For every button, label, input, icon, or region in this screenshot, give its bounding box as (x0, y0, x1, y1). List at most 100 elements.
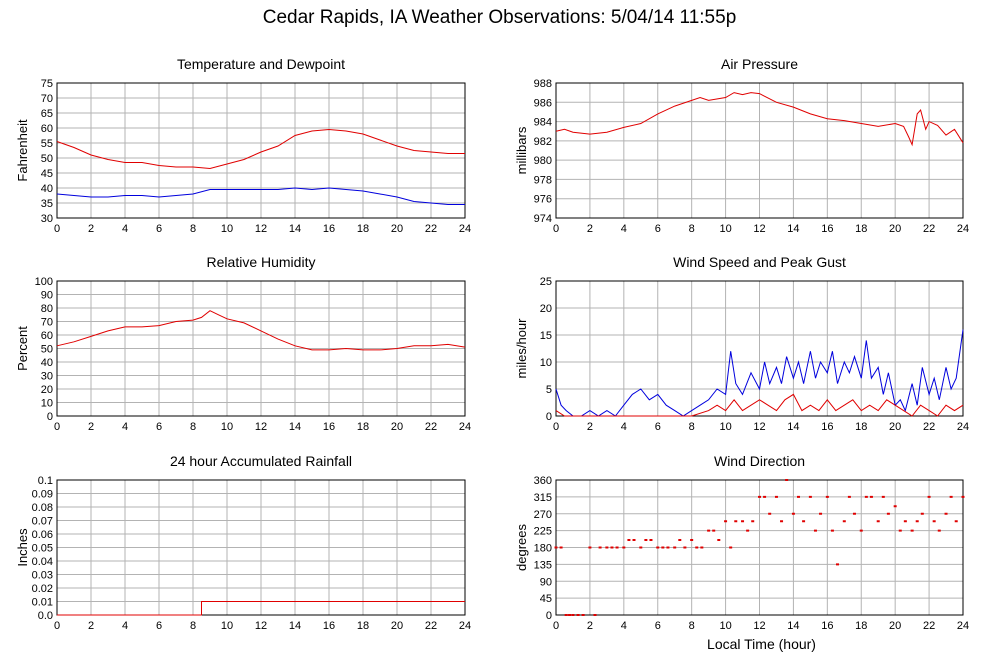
winddir-point (927, 495, 931, 498)
winddir-point (847, 495, 851, 498)
wind-x-tick-label: 24 (957, 421, 969, 433)
wind-x-tick-label: 14 (787, 421, 799, 433)
rh-x-tick-label: 14 (289, 421, 301, 433)
rain-x-tick-label: 16 (323, 620, 335, 632)
winddir-point (666, 546, 670, 549)
winddir-point (695, 546, 699, 549)
temp-x-tick-label: 10 (221, 223, 233, 235)
winddir-y-axis-label: degrees (514, 524, 529, 571)
winddir-point (622, 546, 626, 549)
rain-x-tick-label: 10 (221, 620, 233, 632)
wind-title: Wind Speed and Peak Gust (673, 254, 846, 270)
winddir-point (763, 495, 767, 498)
pressure-x-tick-label: 20 (889, 223, 901, 235)
wind-y-tick-label: 15 (540, 330, 552, 342)
winddir-point (768, 512, 772, 515)
wind-x-tick-label: 2 (587, 421, 593, 433)
pressure-x-tick-label: 14 (787, 223, 799, 235)
winddir-point (639, 546, 643, 549)
winddir-point (615, 546, 619, 549)
temp-x-tick-label: 24 (459, 223, 471, 235)
winddir-point (802, 520, 806, 523)
winddir-point (949, 495, 953, 498)
winddir-point (717, 539, 721, 541)
winddir-chart: 0 2 4 6 8 10 12 14 16 18 20 22 240459013518022527031… (514, 453, 969, 632)
rh-series-red-line (56, 310, 466, 351)
rh-chart: 0 2 4 6 8 10 12 14 16 18 20 22 240102030405060708090… (15, 254, 471, 433)
rh-y-tick-label: 90 (41, 290, 53, 302)
winddir-point (554, 546, 558, 549)
winddir-point (568, 614, 572, 616)
winddir-y-tick-label: 225 (534, 526, 552, 538)
rain-x-tick-label: 24 (459, 620, 471, 632)
winddir-y-tick-label: 135 (534, 559, 552, 571)
winddir-point (724, 520, 728, 523)
wind-series-blue-line (555, 329, 964, 417)
temp-series-blue-line (56, 187, 465, 205)
winddir-point (661, 546, 665, 549)
rh-title: Relative Humidity (207, 254, 316, 270)
winddir-point (954, 520, 958, 523)
rh-frame (56, 280, 466, 417)
winddir-y-tick-label: 270 (534, 509, 552, 521)
rh-y-tick-label: 70 (41, 317, 53, 329)
winddir-x-tick-label: 10 (719, 620, 731, 632)
rain-x-tick-label: 8 (190, 620, 196, 632)
winddir-point (746, 529, 750, 532)
winddir-point (588, 546, 592, 549)
winddir-x-tick-label: 6 (655, 620, 661, 632)
rain-frame (56, 479, 466, 616)
winddir-point (898, 529, 902, 532)
rain-y-tick-label: 0.02 (32, 583, 53, 595)
temp-x-tick-label: 4 (122, 223, 128, 235)
winddir-point (881, 495, 885, 498)
rain-x-tick-label: 12 (255, 620, 267, 632)
wind-x-tick-label: 10 (719, 421, 731, 433)
temp-y-tick-label: 65 (41, 108, 53, 120)
rain-y-tick-label: 0.05 (32, 543, 53, 555)
wind-y-tick-label: 20 (540, 303, 552, 315)
rain-x-tick-label: 6 (156, 620, 162, 632)
pressure-y-tick-label: 980 (534, 155, 552, 167)
temp-title: Temperature and Dewpoint (177, 56, 345, 72)
temp-chart: 0 2 4 6 8 10 12 14 16 18 20 22 243035404550556065707… (15, 56, 471, 235)
rh-y-tick-label: 30 (41, 371, 53, 383)
rh-y-axis-label: Percent (15, 326, 30, 371)
pressure-x-tick-label: 2 (587, 223, 593, 235)
rh-x-tick-label: 12 (255, 421, 267, 433)
pressure-x-tick-label: 0 (553, 223, 559, 235)
temp-y-tick-label: 75 (41, 78, 53, 90)
temp-y-tick-label: 60 (41, 123, 53, 135)
winddir-point (836, 563, 840, 566)
rh-x-tick-label: 2 (88, 421, 94, 433)
temp-y-tick-label: 35 (41, 198, 53, 210)
pressure-series-red-line (555, 92, 964, 147)
winddir-x-tick-label: 18 (855, 620, 867, 632)
winddir-y-tick-label: 0 (546, 610, 552, 622)
temp-frame (56, 82, 466, 219)
rh-y-tick-label: 80 (41, 303, 53, 315)
winddir-y-tick-label: 45 (540, 593, 552, 605)
temp-x-tick-label: 2 (88, 223, 94, 235)
winddir-point (893, 505, 897, 508)
temp-x-tick-label: 18 (357, 223, 369, 235)
rain-y-tick-label: 0.04 (32, 556, 53, 568)
rh-x-tick-label: 24 (459, 421, 471, 433)
wind-x-tick-label: 0 (553, 421, 559, 433)
rain-title: 24 hour Accumulated Rainfall (170, 453, 352, 469)
pressure-x-tick-label: 22 (923, 223, 935, 235)
winddir-point (910, 529, 914, 532)
rh-y-tick-label: 100 (35, 276, 53, 288)
rh-x-tick-label: 22 (425, 421, 437, 433)
pressure-x-tick-label: 6 (655, 223, 661, 235)
rain-x-tick-label: 4 (122, 620, 128, 632)
page-title: Cedar Rapids, IA Weather Observations: 5… (262, 7, 737, 28)
winddir-point (571, 614, 575, 616)
winddir-point (632, 539, 636, 541)
rh-y-tick-label: 40 (41, 357, 53, 369)
temp-y-tick-label: 45 (41, 168, 53, 180)
winddir-point (741, 520, 745, 523)
